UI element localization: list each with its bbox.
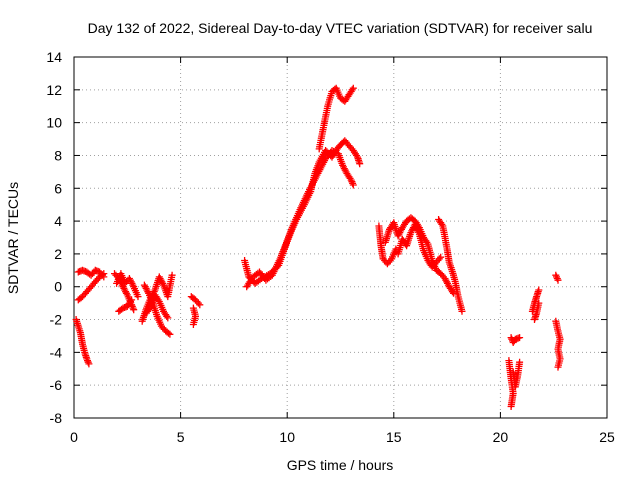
y-tick-label: -4 (50, 344, 63, 360)
data-point (154, 296, 162, 304)
data-point (168, 271, 176, 279)
chart-title: Day 132 of 2022, Sidereal Day-to-day VTE… (88, 20, 593, 36)
data-point (507, 403, 515, 410)
data-point (134, 293, 142, 301)
y-tick-label: 8 (54, 147, 62, 163)
data-point (129, 304, 137, 312)
data-point (458, 307, 466, 315)
data-point (164, 314, 172, 322)
data-point (553, 275, 561, 282)
data-points (72, 84, 564, 410)
x-tick-label: 15 (386, 429, 402, 445)
data-point (437, 253, 445, 261)
data-point (129, 281, 137, 289)
axis-ticks: 0 5 10 15 20 25 -8 -6 -4 -2 0 2 4 6 8 10 12 14 (46, 49, 615, 445)
data-point (163, 312, 171, 320)
y-tick-label: -8 (50, 410, 63, 426)
data-point (128, 296, 136, 304)
y-tick-label: 10 (46, 115, 62, 131)
data-point (130, 306, 138, 314)
data-point (438, 220, 446, 228)
data-point (516, 334, 524, 342)
data-point (165, 329, 172, 337)
data-point (347, 176, 355, 184)
data-point (553, 273, 560, 281)
y-tick-label: 12 (46, 82, 62, 98)
data-point (349, 179, 357, 187)
data-point (85, 360, 93, 368)
x-tick-label: 5 (177, 429, 185, 445)
data-point (189, 321, 197, 328)
data-point (166, 330, 174, 338)
data-point (554, 363, 562, 371)
y-tick-label: -2 (50, 312, 63, 328)
y-tick-label: 6 (54, 180, 62, 196)
data-point (100, 270, 108, 278)
data-point (535, 286, 543, 294)
y-tick-label: 14 (46, 49, 62, 65)
y-tick-label: 4 (54, 213, 62, 229)
data-point (353, 152, 360, 159)
y-tick-label: 0 (54, 279, 62, 295)
data-point (516, 358, 524, 366)
y-tick-label: -6 (50, 377, 63, 393)
data-point (507, 334, 515, 342)
data-point (435, 255, 443, 263)
data-point (98, 271, 106, 279)
data-point (348, 86, 356, 94)
plot-border (73, 56, 608, 419)
x-tick-label: 10 (279, 429, 295, 445)
data-point (122, 289, 130, 297)
data-point (84, 357, 91, 365)
data-point (356, 160, 364, 168)
x-tick-label: 0 (70, 429, 78, 445)
grid (74, 57, 607, 418)
x-tick-label: 20 (493, 429, 509, 445)
y-tick-label: 2 (54, 246, 62, 262)
data-point (144, 288, 152, 296)
data-point (349, 181, 357, 189)
data-point (535, 299, 543, 307)
y-axis-label: SDTVAR / TECUs (5, 182, 21, 294)
data-point (554, 276, 562, 284)
data-point (127, 298, 134, 305)
data-point (349, 84, 357, 92)
x-axis-label: GPS time / hours (287, 457, 394, 473)
data-point (196, 301, 204, 309)
x-tick-label: 25 (599, 429, 615, 445)
